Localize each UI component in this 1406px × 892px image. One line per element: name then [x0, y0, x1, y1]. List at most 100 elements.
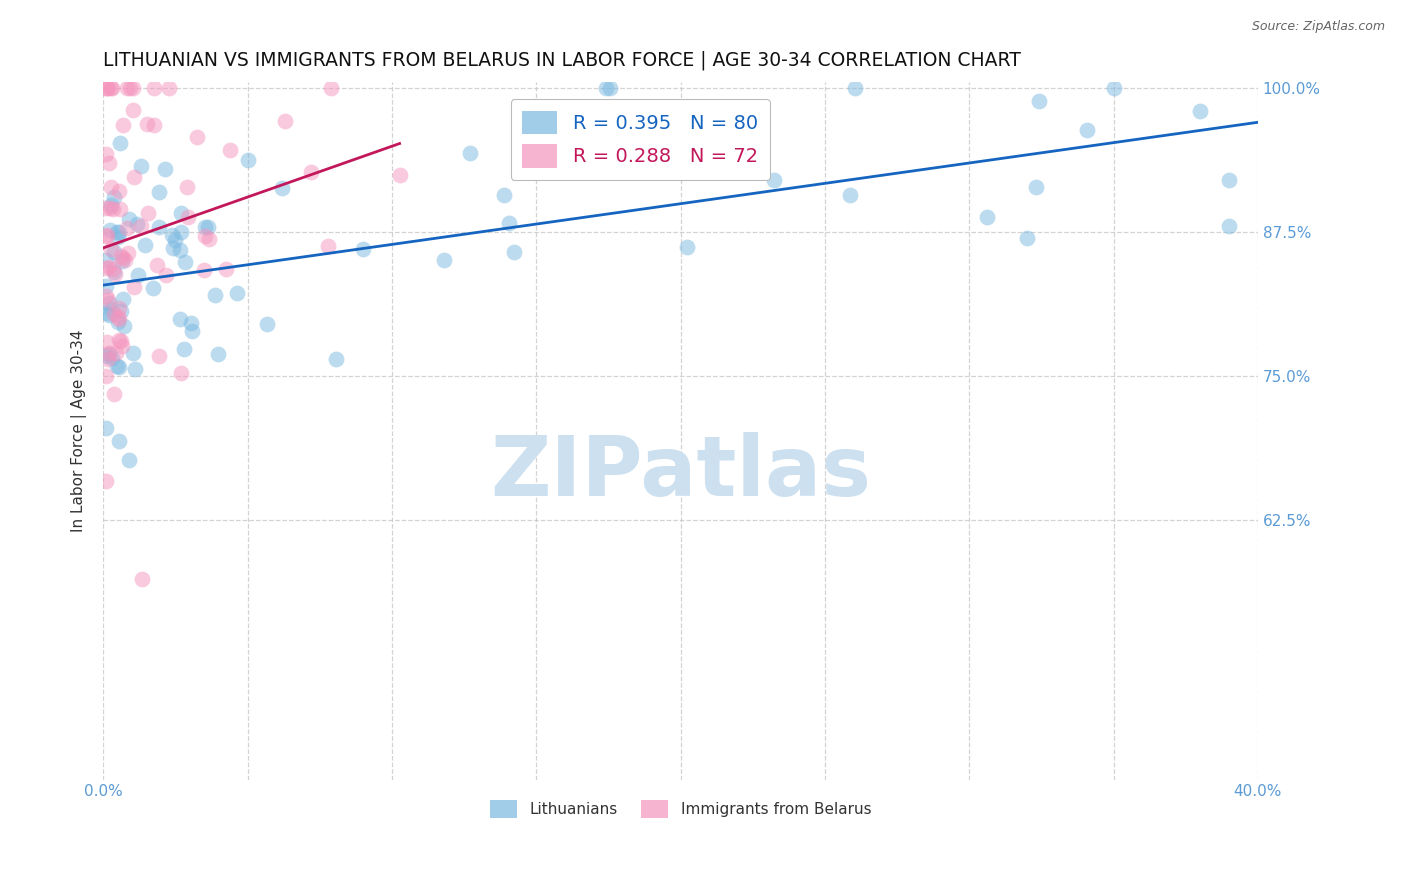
- Point: [148, 185, 170, 199]
- Point: [122, 169, 145, 184]
- Point: [96, 228, 118, 243]
- Point: [197, 220, 219, 235]
- Point: [124, 362, 146, 376]
- Point: [98, 308, 121, 322]
- Point: [352, 242, 374, 256]
- Point: [110, 202, 132, 217]
- Point: [173, 342, 195, 356]
- Point: [100, 180, 122, 194]
- Point: [502, 244, 524, 259]
- Point: [176, 180, 198, 194]
- Point: [142, 281, 165, 295]
- Point: [101, 262, 124, 277]
- Point: [170, 225, 193, 239]
- Point: [94, 279, 117, 293]
- Point: [100, 81, 122, 95]
- Point: [274, 113, 297, 128]
- Point: [136, 206, 159, 220]
- Point: [108, 311, 131, 326]
- Point: [1025, 179, 1047, 194]
- Point: [118, 211, 141, 226]
- Point: [142, 119, 165, 133]
- Point: [108, 359, 131, 374]
- Point: [163, 233, 186, 247]
- Point: [108, 225, 131, 239]
- Point: [104, 346, 127, 360]
- Point: [157, 81, 180, 95]
- Point: [115, 81, 138, 95]
- Point: [107, 315, 129, 329]
- Point: [96, 306, 118, 320]
- Point: [112, 318, 135, 333]
- Point: [162, 241, 184, 255]
- Point: [97, 296, 120, 310]
- Point: [110, 254, 132, 268]
- Point: [169, 312, 191, 326]
- Point: [97, 81, 120, 95]
- Point: [498, 216, 520, 230]
- Point: [103, 244, 125, 259]
- Point: [215, 261, 238, 276]
- Point: [1102, 81, 1125, 95]
- Point: [1218, 219, 1240, 234]
- Point: [103, 265, 125, 279]
- Point: [433, 253, 456, 268]
- Point: [103, 307, 125, 321]
- Point: [100, 223, 122, 237]
- Point: [325, 351, 347, 366]
- Point: [94, 147, 117, 161]
- Point: [118, 81, 141, 95]
- Point: [94, 369, 117, 384]
- Point: [100, 302, 122, 317]
- Point: [100, 81, 122, 95]
- Point: [186, 130, 208, 145]
- Point: [676, 240, 699, 254]
- Point: [97, 156, 120, 170]
- Point: [94, 421, 117, 435]
- Point: [100, 242, 122, 256]
- Point: [181, 324, 204, 338]
- Point: [108, 333, 131, 347]
- Point: [107, 434, 129, 449]
- Point: [121, 103, 143, 117]
- Point: [108, 301, 131, 315]
- Point: [98, 201, 121, 215]
- Point: [94, 349, 117, 363]
- Point: [117, 221, 139, 235]
- Point: [96, 227, 118, 242]
- Point: [1028, 94, 1050, 108]
- Point: [103, 387, 125, 401]
- Point: [108, 184, 131, 198]
- Point: [256, 318, 278, 332]
- Point: [122, 280, 145, 294]
- Point: [1189, 104, 1212, 119]
- Text: LITHUANIAN VS IMMIGRANTS FROM BELARUS IN LABOR FORCE | AGE 30-34 CORRELATION CHA: LITHUANIAN VS IMMIGRANTS FROM BELARUS IN…: [103, 51, 1021, 70]
- Point: [107, 310, 129, 325]
- Point: [318, 239, 340, 253]
- Point: [174, 255, 197, 269]
- Point: [94, 288, 117, 302]
- Point: [94, 253, 117, 268]
- Point: [105, 359, 128, 373]
- Point: [127, 268, 149, 283]
- Point: [125, 218, 148, 232]
- Text: Source: ZipAtlas.com: Source: ZipAtlas.com: [1251, 20, 1385, 33]
- Point: [103, 189, 125, 203]
- Point: [94, 474, 117, 488]
- Point: [117, 246, 139, 260]
- Legend: Lithuanians, Immigrants from Belarus: Lithuanians, Immigrants from Belarus: [484, 793, 877, 824]
- Y-axis label: In Labor Force | Age 30-34: In Labor Force | Age 30-34: [72, 330, 87, 533]
- Point: [94, 201, 117, 215]
- Point: [97, 351, 120, 366]
- Point: [97, 347, 120, 361]
- Point: [1218, 173, 1240, 187]
- Point: [169, 244, 191, 258]
- Point: [388, 168, 411, 182]
- Point: [112, 119, 135, 133]
- Point: [219, 143, 242, 157]
- Point: [110, 303, 132, 318]
- Point: [129, 219, 152, 233]
- Point: [134, 238, 156, 252]
- Point: [94, 81, 117, 95]
- Point: [595, 81, 617, 95]
